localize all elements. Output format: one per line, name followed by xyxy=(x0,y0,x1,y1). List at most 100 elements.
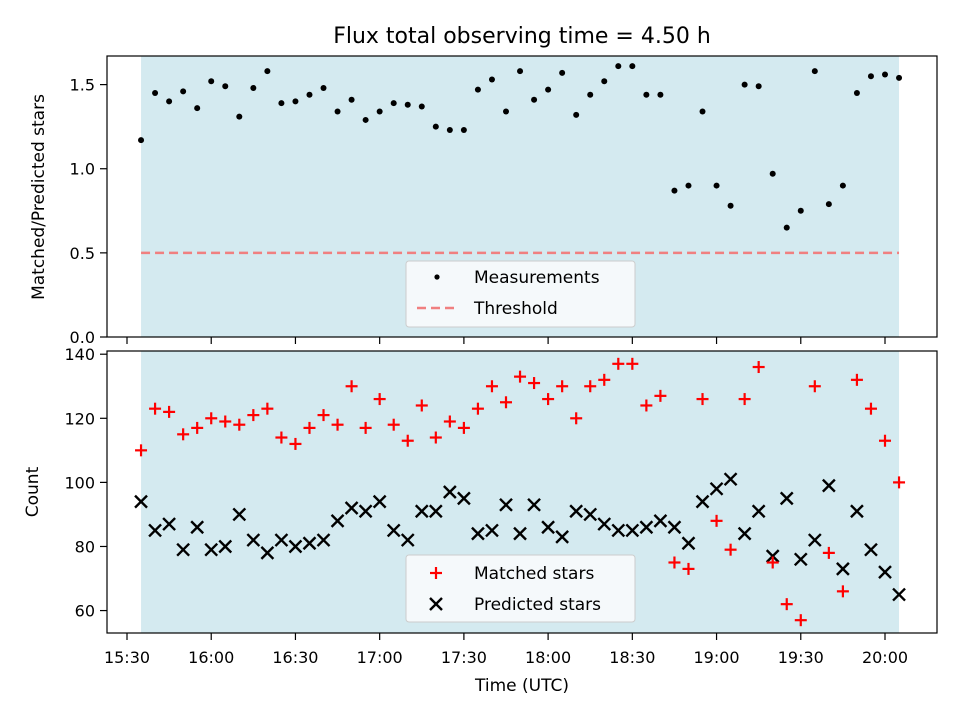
predicted-star-point xyxy=(386,523,401,538)
matched-star-point xyxy=(345,380,358,393)
x-tick-label: 18:00 xyxy=(525,648,571,667)
matched-star-point xyxy=(135,444,148,457)
measurement-point xyxy=(250,84,257,91)
matched-star-point xyxy=(879,434,891,447)
predicted-star-point xyxy=(807,533,822,547)
matched-star-point xyxy=(387,418,400,431)
predicted-star-point xyxy=(709,481,724,496)
measurement-point xyxy=(629,63,636,70)
matched-star-point xyxy=(457,421,470,434)
measurement-point xyxy=(839,182,846,189)
x-tick-label: 19:00 xyxy=(694,648,740,667)
matched-star-point xyxy=(752,361,765,374)
predicted-star-point xyxy=(134,494,148,509)
measurement-point xyxy=(208,78,215,85)
predicted-star-point xyxy=(653,513,668,528)
measurement-point xyxy=(194,105,201,112)
matched-star-point xyxy=(710,514,723,527)
y-tick-label: 140 xyxy=(64,345,95,364)
measurement-point xyxy=(222,83,229,90)
predicted-star-point xyxy=(864,542,878,557)
matched-star-point xyxy=(401,434,414,447)
matched-star-point xyxy=(682,562,695,575)
predicted-star-point xyxy=(274,533,289,547)
measurement-point xyxy=(853,90,860,97)
matched-star-point xyxy=(373,393,386,406)
y-tick-label: 80 xyxy=(75,537,95,556)
measurement-point xyxy=(671,187,678,194)
predicted-star-point xyxy=(260,546,275,560)
matched-star-point xyxy=(289,437,302,450)
legend-top: Measurements Threshold xyxy=(405,260,636,328)
measurement-point xyxy=(867,73,874,80)
measurement-point xyxy=(278,100,285,107)
matched-star-point xyxy=(794,614,807,627)
predicted-star-point xyxy=(372,494,387,509)
measurement-point xyxy=(152,90,159,97)
matched-star-point xyxy=(359,421,372,434)
predicted-star-point xyxy=(527,497,541,512)
matched-star-point xyxy=(893,476,906,489)
measurement-point xyxy=(882,71,888,78)
matched-star-point xyxy=(668,556,681,569)
predicted-star-point xyxy=(793,552,808,567)
matched-star-point xyxy=(471,402,484,415)
measurement-point xyxy=(432,123,439,130)
measurement-point xyxy=(488,76,495,83)
y-tick-label: 60 xyxy=(75,602,95,621)
predicted-star-point xyxy=(176,542,190,557)
matched-star-point xyxy=(303,421,316,434)
x-tick-label: 18:30 xyxy=(609,648,655,667)
predicted-star-point xyxy=(190,520,205,535)
matched-star-point xyxy=(570,412,583,425)
predicted-star-point xyxy=(316,533,331,547)
measurement-point xyxy=(348,96,355,103)
matched-star-point xyxy=(766,556,779,569)
measurement-point xyxy=(460,127,467,134)
y-axis-label-bottom: Count xyxy=(23,466,43,517)
predicted-star-point xyxy=(288,539,303,554)
measurement-point xyxy=(334,108,341,115)
x-tick-label: 16:30 xyxy=(272,648,318,667)
y-tick-label: 0.5 xyxy=(70,244,95,263)
matched-star-point xyxy=(738,393,751,406)
matched-star-point xyxy=(443,415,456,428)
measurement-point xyxy=(390,100,397,107)
matched-star-point xyxy=(584,380,597,393)
plus-marker xyxy=(430,567,442,579)
matched-star-point xyxy=(233,418,246,431)
predicted-star-point xyxy=(414,504,429,519)
matched-star-point xyxy=(850,373,863,386)
x-tick-label: 17:30 xyxy=(441,648,487,667)
x-marker xyxy=(429,597,443,611)
predicted-star-point xyxy=(555,530,569,544)
x-tick-label: 19:30 xyxy=(778,648,824,667)
measurement-point xyxy=(138,137,145,144)
measurement-point xyxy=(657,91,664,98)
predicted-star-point xyxy=(681,536,696,551)
measurement-point xyxy=(825,201,832,208)
panel-ratio: 0.0 0.5 1.0 1.5 Matched/Predicted stars Mea… xyxy=(29,55,938,347)
predicted-star-point xyxy=(583,507,598,522)
measurement-point xyxy=(615,63,622,70)
y-tick-label: 1.0 xyxy=(70,160,95,179)
predicted-star-point xyxy=(541,520,555,535)
predicted-star-point xyxy=(358,504,373,519)
measurement-point xyxy=(320,84,327,91)
matched-star-point xyxy=(780,598,793,611)
legend-box-top xyxy=(405,260,636,328)
measurement-point xyxy=(741,81,748,88)
measurement-point xyxy=(755,83,762,90)
predicted-star-point xyxy=(625,523,640,538)
predicted-star-point xyxy=(330,513,345,528)
legend-label-measurements: Measurements xyxy=(474,268,600,288)
measurement-point xyxy=(306,91,313,98)
predicted-star-point xyxy=(822,478,836,493)
measurement-point xyxy=(811,68,818,75)
matched-star-point xyxy=(808,380,821,393)
measurement-point xyxy=(769,170,776,177)
predicted-star-point xyxy=(892,587,906,602)
measurement-point xyxy=(292,98,299,105)
measurement-point xyxy=(474,86,481,93)
